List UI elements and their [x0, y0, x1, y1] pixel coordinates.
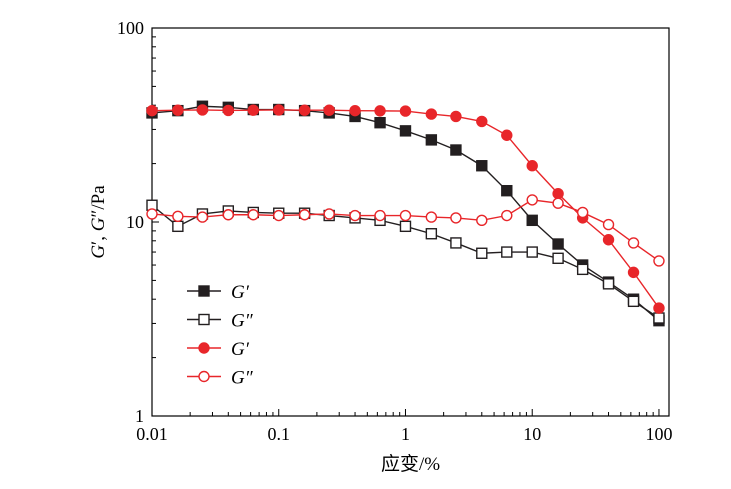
legend: G′ G″ G′ G″ [187, 282, 254, 389]
data-point [349, 209, 361, 222]
data-point [298, 209, 311, 221]
data-point [526, 246, 538, 258]
x-tick-label: 0.01 [136, 424, 168, 444]
data-point [399, 125, 412, 137]
y-tick-label: 10 [126, 212, 144, 232]
axis-ticks [151, 27, 660, 417]
x-tick-label: 0.1 [267, 424, 290, 444]
legend-item: G″ [187, 311, 254, 332]
legend-item: G′ [187, 339, 250, 360]
data-point [425, 108, 438, 120]
data-point [476, 247, 488, 259]
data-point [425, 228, 438, 240]
x-axis-title: 应变/% [381, 453, 440, 475]
y-tick-label: 1 [135, 406, 144, 426]
data-point [247, 104, 260, 116]
data-point [501, 209, 513, 222]
data-point [476, 115, 488, 128]
legend-item: G′ [187, 282, 250, 303]
data-point [552, 197, 564, 209]
data-point [425, 211, 438, 223]
data-point [526, 194, 538, 206]
data-point [476, 214, 488, 227]
legend-label: G″ [231, 311, 254, 332]
data-point [198, 313, 210, 326]
legend-label: G′ [231, 339, 250, 360]
axis-tick-labels: 0.01 0.1 1 10 100 1 10 100 [117, 18, 672, 444]
data-point [222, 209, 235, 221]
data-point [552, 252, 564, 264]
data-point [374, 116, 386, 129]
data-point [576, 206, 589, 219]
data-point [602, 218, 615, 231]
data-point [653, 302, 665, 314]
data-point [627, 266, 640, 279]
data-point [323, 104, 335, 116]
data-point [602, 278, 615, 290]
data-point [172, 220, 184, 233]
data-point [501, 184, 513, 197]
data-point [198, 370, 210, 383]
x-tick-label: 10 [523, 424, 541, 444]
data-point [222, 104, 235, 117]
data-point [172, 210, 184, 222]
data-point [399, 105, 412, 117]
x-tick-label: 100 [645, 424, 672, 444]
data-point [501, 129, 513, 141]
legend-item: G″ [187, 368, 254, 389]
data-point [576, 263, 589, 276]
data-point [526, 160, 538, 172]
data-point [552, 238, 564, 250]
data-point [476, 160, 488, 172]
data-point [602, 234, 615, 246]
data-point [450, 144, 462, 156]
data-point [196, 104, 209, 116]
x-tick-label: 1 [401, 424, 410, 444]
data-point [653, 255, 665, 267]
data-point [247, 209, 260, 221]
data-point [501, 246, 513, 258]
data-point [526, 214, 538, 227]
data-point [450, 237, 462, 249]
y-axis-title: G′, G″/Pa [88, 185, 109, 259]
data-point [198, 285, 210, 297]
data-point [172, 104, 184, 116]
data-point [298, 104, 311, 116]
data-point [399, 220, 412, 233]
data-point [146, 104, 158, 117]
legend-label: G″ [231, 368, 254, 389]
data-point [198, 342, 210, 354]
series-layer [146, 100, 665, 327]
data-point [450, 110, 462, 123]
data-point [146, 208, 158, 220]
series-3 [146, 194, 665, 267]
data-point [627, 295, 640, 308]
data-point [196, 211, 209, 223]
data-point [627, 237, 640, 249]
data-point [374, 209, 386, 222]
data-point [653, 312, 665, 324]
data-point [425, 134, 438, 146]
legend-label: G′ [231, 282, 250, 303]
data-point [349, 104, 361, 117]
data-point [399, 209, 412, 222]
data-point [273, 209, 285, 222]
data-point [552, 187, 564, 200]
data-point [374, 105, 386, 117]
data-point [323, 208, 335, 220]
data-point [450, 212, 462, 224]
data-point [273, 104, 285, 116]
y-tick-label: 100 [117, 18, 144, 38]
